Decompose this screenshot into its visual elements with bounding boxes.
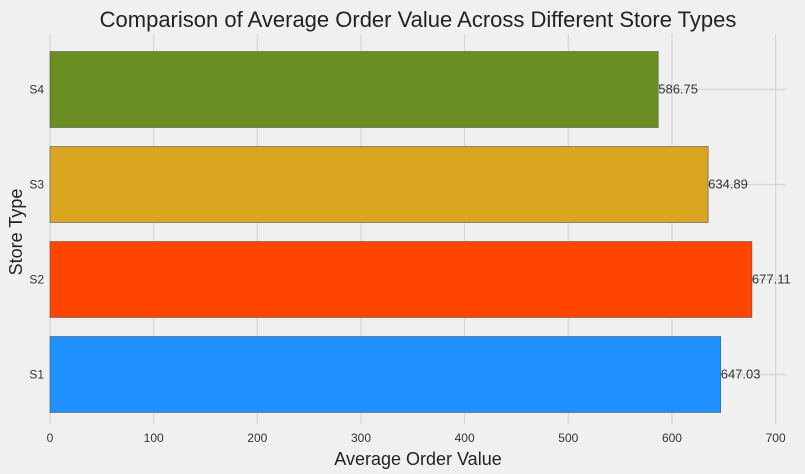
bars — [49, 51, 753, 413]
y-axis-label: Store Type — [6, 189, 26, 276]
x-tick-label: 300 — [351, 431, 371, 445]
tick-labels: 0 100 200 300 400 500 600 700 S1 S2 S3 S4 — [29, 83, 786, 446]
bar-s4 — [49, 51, 659, 128]
bar-s1 — [49, 336, 722, 413]
x-tick-label: 100 — [144, 431, 164, 445]
x-tick-label: 200 — [247, 431, 267, 445]
x-tick-label: 0 — [47, 431, 54, 445]
data-label-s3: 634.89 — [708, 177, 748, 192]
data-labels: 647.03 677.11 634.89 586.75 — [658, 82, 790, 382]
y-tick-label: S3 — [29, 178, 44, 192]
data-label-s1: 647.03 — [721, 367, 761, 382]
data-label-s4: 586.75 — [658, 82, 698, 97]
y-tick-label: S2 — [29, 273, 44, 287]
x-axis-label: Average Order Value — [334, 449, 501, 469]
bar-s2 — [49, 241, 753, 318]
bar-s3 — [49, 146, 709, 223]
x-tick-label: 700 — [766, 431, 786, 445]
x-tick-label: 500 — [558, 431, 578, 445]
data-label-s2: 677.11 — [752, 272, 791, 287]
x-tick-label: 600 — [662, 431, 682, 445]
y-tick-label: S1 — [29, 368, 44, 382]
chart-title: Comparison of Average Order Value Across… — [100, 7, 737, 32]
y-tick-label: S4 — [29, 83, 44, 97]
x-tick-label: 400 — [455, 431, 475, 445]
